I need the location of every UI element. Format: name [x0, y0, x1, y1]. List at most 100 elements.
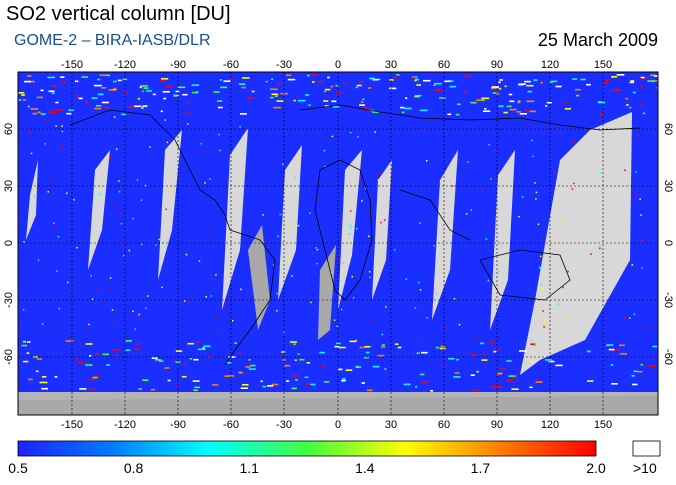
noise-speck	[377, 267, 380, 269]
noise-speck	[122, 254, 125, 257]
noise-speck	[29, 131, 31, 133]
noise-speck	[309, 212, 311, 214]
noise-speck	[519, 350, 527, 352]
noise-speck	[445, 327, 448, 329]
noise-speck	[642, 329, 644, 331]
noise-speck	[555, 364, 563, 367]
noise-speck	[586, 280, 589, 283]
noise-speck	[633, 370, 638, 373]
noise-speck	[79, 388, 87, 390]
noise-speck	[110, 157, 112, 160]
noise-speck	[453, 297, 456, 300]
noise-speck	[55, 125, 57, 127]
noise-speck	[18, 92, 25, 94]
noise-speck	[345, 369, 353, 371]
noise-speck	[337, 257, 339, 260]
noise-speck	[359, 178, 362, 181]
swath-gaps	[26, 112, 632, 375]
noise-speck	[305, 383, 311, 385]
noise-speck	[640, 363, 643, 366]
noise-speck	[612, 349, 620, 351]
noise-speck	[411, 76, 418, 79]
noise-speck	[161, 78, 169, 80]
noise-speck	[228, 298, 230, 300]
noise-speck	[337, 368, 343, 371]
noise-speck	[611, 383, 618, 385]
noise-speck	[323, 149, 325, 152]
noise-speck	[545, 105, 548, 107]
noise-speck	[292, 375, 299, 377]
noise-speck	[421, 351, 428, 354]
noise-speck	[87, 378, 95, 381]
noise-speck	[448, 357, 455, 360]
noise-speck	[463, 163, 465, 165]
noise-speck	[433, 84, 436, 86]
noise-speck	[338, 346, 346, 349]
noise-speck	[240, 113, 247, 115]
noise-speck	[491, 174, 494, 177]
noise-speck	[116, 158, 119, 161]
lon-tick-label: 120	[541, 59, 559, 71]
noise-speck	[414, 307, 417, 309]
noise-speck	[26, 352, 30, 354]
noise-speck	[213, 91, 220, 93]
noise-speck	[361, 382, 365, 384]
lat-tick-label: 30	[3, 180, 15, 192]
noise-speck	[277, 82, 282, 85]
noise-speck	[372, 365, 380, 368]
noise-speck	[458, 324, 461, 326]
noise-speck	[506, 360, 512, 362]
noise-speck	[210, 278, 213, 280]
noise-speck	[129, 106, 135, 108]
noise-speck	[526, 84, 534, 87]
colorbar-tick-label: 1.4	[355, 460, 375, 476]
noise-speck	[134, 328, 137, 330]
noise-speck	[597, 101, 605, 104]
noise-speck	[411, 77, 416, 79]
noise-speck	[393, 248, 396, 251]
noise-speck	[102, 353, 109, 356]
noise-speck	[121, 113, 126, 116]
noise-speck	[215, 316, 217, 318]
noise-speck	[21, 94, 25, 96]
noise-speck	[197, 348, 206, 351]
noise-speck	[219, 149, 221, 152]
noise-speck	[37, 111, 41, 114]
noise-speck	[143, 87, 149, 89]
noise-speck	[202, 347, 205, 349]
noise-speck	[39, 381, 48, 384]
noise-speck	[61, 130, 64, 133]
noise-speck	[530, 343, 536, 345]
noise-speck	[285, 74, 292, 77]
noise-speck	[455, 113, 460, 116]
noise-speck	[50, 111, 58, 114]
noise-speck	[416, 352, 420, 354]
noise-speck	[359, 104, 365, 106]
noise-speck	[518, 100, 521, 102]
noise-speck	[273, 106, 281, 109]
noise-speck	[150, 388, 156, 391]
noise-speck	[61, 81, 66, 84]
noise-speck	[619, 353, 627, 355]
noise-speck	[573, 182, 575, 185]
lat-tick-label: -60	[3, 349, 15, 365]
noise-speck	[470, 209, 472, 211]
noise-speck	[580, 78, 586, 81]
noise-speck	[604, 81, 608, 84]
noise-speck	[113, 116, 116, 118]
noise-speck	[546, 101, 552, 104]
noise-speck	[228, 356, 236, 358]
noise-speck	[198, 260, 201, 262]
lon-tick-label: 150	[594, 59, 612, 71]
noise-speck	[194, 386, 201, 389]
noise-speck	[606, 344, 614, 346]
noise-speck	[149, 146, 151, 148]
noise-speck	[416, 84, 421, 86]
noise-speck	[632, 383, 638, 386]
noise-speck	[635, 195, 637, 198]
lon-tick-label: 30	[385, 59, 397, 71]
noise-speck	[44, 143, 46, 145]
noise-speck	[164, 194, 166, 197]
noise-speck	[535, 381, 543, 383]
colorbar-gradient	[17, 440, 597, 457]
